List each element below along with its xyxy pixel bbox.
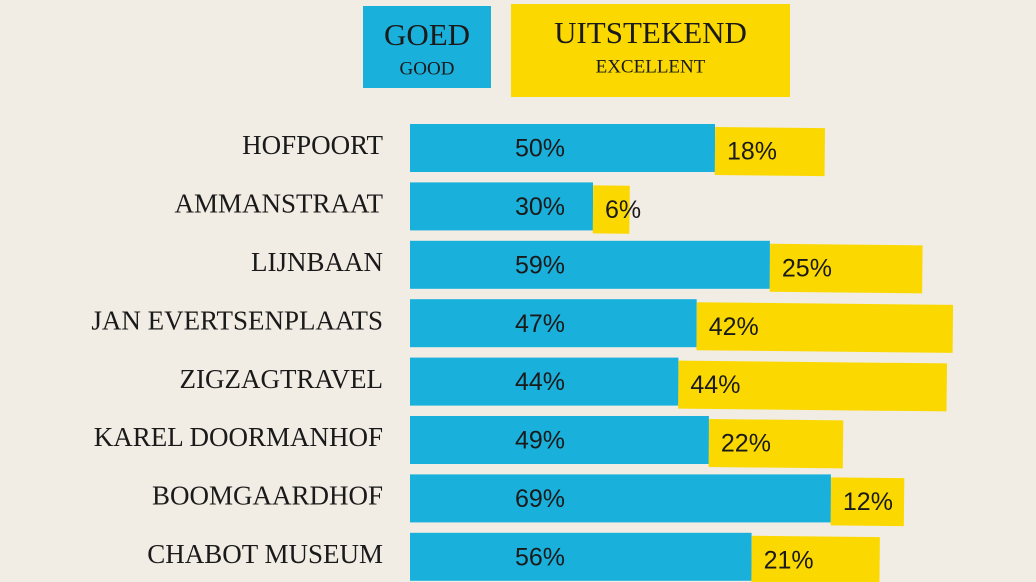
- value-label: 50%: [515, 135, 565, 163]
- bar-segment: [708, 419, 844, 469]
- category-label: HOFPOORT: [242, 130, 383, 160]
- bar-segment: [714, 127, 826, 177]
- bar-segment: [410, 416, 709, 464]
- legend-swatch: [511, 4, 790, 97]
- bar-segment: [696, 302, 954, 353]
- category-label: AMMANSTRAAT: [174, 189, 383, 219]
- value-label: 49%: [515, 427, 565, 455]
- value-label: 69%: [515, 485, 565, 513]
- legend-label: UITSTEKEND: [554, 15, 747, 50]
- category-label: BOOMGAARDHOF: [152, 481, 383, 511]
- bar-segment: [751, 535, 880, 582]
- value-label: 6%: [605, 196, 641, 224]
- value-label: 21%: [764, 546, 814, 574]
- value-label: 56%: [515, 543, 565, 571]
- legend-label: GOED: [384, 17, 470, 52]
- value-label: 42%: [709, 313, 759, 341]
- value-label: 18%: [727, 138, 777, 166]
- bar-segment: [769, 243, 923, 294]
- category-label: JAN EVERTSENPLAATS: [91, 305, 383, 335]
- legend-swatch: [363, 6, 491, 88]
- value-label: 44%: [690, 371, 740, 399]
- value-label: 47%: [515, 310, 565, 338]
- value-label: 59%: [515, 251, 565, 279]
- value-label: 30%: [515, 193, 565, 221]
- bar-segment: [410, 182, 593, 231]
- category-label: ZIGZAGTRAVEL: [180, 364, 383, 394]
- value-label: 25%: [782, 254, 832, 282]
- category-label: KAREL DOORMANHOF: [94, 422, 383, 452]
- category-label: LIJNBAAN: [251, 247, 383, 277]
- bar-segment: [678, 360, 948, 412]
- bar-segment: [410, 124, 715, 172]
- bar-segment: [830, 477, 905, 527]
- bar-segment: [592, 185, 630, 234]
- bar-segment: [410, 532, 752, 581]
- legend-sublabel: EXCELLENT: [596, 56, 706, 77]
- bar-segment: [410, 299, 697, 348]
- category-label: CHABOT MUSEUM: [147, 539, 383, 569]
- bar-segment: [410, 240, 770, 289]
- value-label: 12%: [843, 488, 893, 516]
- legend-sublabel: GOOD: [400, 58, 455, 79]
- value-label: 44%: [515, 368, 565, 396]
- bar-segment: [410, 474, 831, 523]
- value-label: 22%: [721, 430, 771, 458]
- bar-segment: [410, 357, 679, 406]
